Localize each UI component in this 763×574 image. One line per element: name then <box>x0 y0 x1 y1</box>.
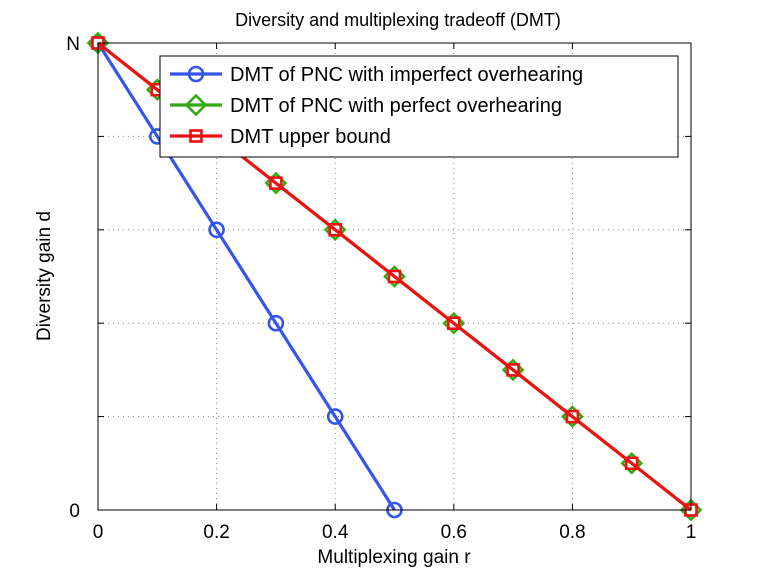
x-tick-label: 0 <box>93 522 104 543</box>
data-point-circle <box>208 221 225 239</box>
legend-marker-square <box>189 129 203 143</box>
legend-item: DMT upper bound <box>170 126 391 148</box>
legend-label: DMT upper bound <box>230 126 391 148</box>
legend-label: DMT of PNC with perfect overhearing <box>230 95 562 117</box>
y-tick-label: N <box>66 34 80 55</box>
data-point-square <box>269 176 283 190</box>
chart-title: Diversity and multiplexing tradeoff (DMT… <box>235 10 561 30</box>
axis-ticks: 0 0.2 0.4 0.6 0.8 1 0 N <box>66 34 696 543</box>
legend-label: DMT of PNC with imperfect overhearing <box>230 64 583 86</box>
x-tick-label: 0.4 <box>322 522 349 543</box>
data-point-square <box>565 409 580 424</box>
legend-item: DMT of PNC with perfect overhearing <box>170 93 562 117</box>
x-tick-label: 0.8 <box>559 522 585 543</box>
legend-box <box>159 55 679 158</box>
series-line-circle <box>96 42 396 511</box>
legend-marker-diamond <box>184 93 208 117</box>
data-point-square <box>387 269 402 284</box>
x-tick-label: 0.2 <box>203 522 229 543</box>
x-axis-label: Multiplexing gain r <box>317 547 471 568</box>
y-tick-label: 0 <box>69 501 80 522</box>
data-point-square <box>624 456 639 471</box>
data-point-square <box>328 223 343 237</box>
data-point-circle <box>326 408 344 425</box>
legend-marker-circle <box>187 65 205 83</box>
data-point-square <box>446 316 461 331</box>
data-point-circle <box>267 314 285 332</box>
legend: DMT of PNC with imperfect overhearing DMT… <box>159 55 679 158</box>
plot-area-frame <box>97 42 692 511</box>
legend-item: DMT of PNC with imperfect overhearing <box>170 64 583 86</box>
x-tick-label: 1 <box>686 522 697 543</box>
x-tick-label: 0.6 <box>441 522 467 543</box>
y-axis-label: Diversity gain d <box>34 211 55 341</box>
data-point-square <box>506 363 520 377</box>
